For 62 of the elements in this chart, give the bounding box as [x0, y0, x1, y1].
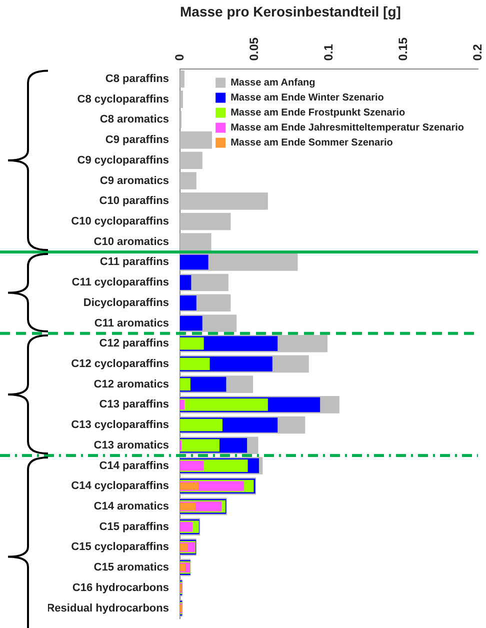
y-tick-label: C9 cycloparaffins	[77, 154, 169, 166]
bar	[180, 398, 268, 411]
y-tick-label: C16 hydrocarbons	[72, 582, 169, 594]
bar	[180, 378, 190, 391]
x-tick-label: 0.1	[321, 44, 336, 61]
x-tick-label: 0.2	[470, 44, 484, 61]
y-tick-label: C15 cycloparaffins	[71, 541, 169, 554]
bar	[180, 275, 192, 290]
bar	[180, 400, 184, 410]
bar	[180, 564, 186, 572]
bar	[180, 522, 193, 532]
y-tick-label: C10 paraffins	[99, 195, 169, 208]
bar	[180, 418, 222, 432]
x-tick-label: 0.05	[246, 37, 261, 61]
y-tick-label: C8 paraffins	[105, 73, 169, 86]
legend-label: Masse am Ende Jahresmitteltemperatur Szenario	[230, 122, 464, 134]
y-tick-label: C12 paraffins	[99, 338, 169, 350]
y-tick-label: C9 aromatics	[100, 174, 169, 187]
bar	[180, 233, 212, 250]
y-tick-label: C11 cycloparaffins	[72, 276, 169, 289]
bar	[180, 460, 204, 471]
bar	[180, 152, 202, 170]
y-tick-label: C14 paraffins	[99, 460, 169, 472]
legend-label: Masse am Ende Winter Szenario	[230, 92, 384, 104]
y-tick-label: C13 aromatics	[94, 439, 169, 452]
y-tick-label: C13 cycloparaffins	[71, 419, 169, 432]
y-tick-label: C8 cycloparaffins	[77, 93, 169, 106]
bar	[180, 172, 196, 190]
y-tick-label: C14 aromatics	[94, 500, 169, 512]
y-tick-label: C13 paraffins	[99, 398, 169, 411]
bar	[180, 502, 196, 510]
y-tick-label: C15 aromatics	[94, 562, 169, 574]
legend-label: Masse am Anfang	[230, 78, 316, 89]
y-tick-label: C12 aromatics	[94, 378, 169, 390]
y-tick-label: C11 paraffins	[100, 256, 169, 268]
y-tick-label: C8 aromatics	[100, 114, 169, 126]
bar	[180, 192, 268, 210]
legend-label: Masse am Ende Frostpunkt Szenario	[230, 108, 406, 119]
y-tick-label: C10 cycloparaffins	[71, 216, 169, 228]
legend-label: Masse am Ende Sommer Szenario	[230, 138, 393, 149]
bar	[180, 337, 204, 350]
bar	[180, 295, 196, 310]
y-tick-label: C14 cycloparaffins	[71, 480, 169, 492]
y-tick-label: C9 paraffins	[105, 134, 169, 146]
bar	[180, 358, 210, 370]
bar	[180, 254, 208, 270]
bar	[180, 131, 212, 149]
bar	[180, 90, 183, 108]
x-tick-label: 0.15	[396, 37, 410, 61]
x-tick-label: 0	[172, 54, 186, 61]
bar	[180, 482, 199, 490]
y-tick-label: C10 aromatics	[94, 236, 169, 248]
x-axis-title: Masse pro Kerosinbestandteil [g]	[180, 3, 401, 20]
bar	[180, 439, 220, 452]
y-tick-label: C15 paraffins	[99, 520, 169, 533]
bar	[180, 316, 202, 331]
bar	[180, 212, 231, 230]
bar	[180, 70, 184, 88]
y-tick-label: Dicycloparaffins	[83, 296, 169, 309]
y-tick-label: C11 aromatics	[94, 317, 169, 330]
y-tick-label: C12 cycloparaffins	[71, 358, 169, 370]
bar	[180, 543, 188, 551]
